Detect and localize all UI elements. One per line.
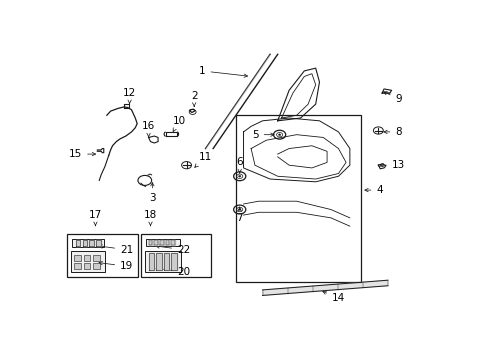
Text: 14: 14 [323, 291, 345, 303]
Text: 22: 22 [156, 245, 190, 255]
Polygon shape [89, 240, 94, 246]
Text: 7: 7 [236, 207, 243, 223]
Text: 10: 10 [172, 116, 186, 131]
Bar [84, 255, 91, 261]
Polygon shape [148, 253, 154, 270]
Bar [146, 239, 180, 246]
Text: 20: 20 [156, 267, 190, 277]
Text: 8: 8 [384, 127, 402, 137]
Text: 9: 9 [384, 92, 402, 104]
Text: 3: 3 [149, 183, 156, 203]
Polygon shape [154, 240, 158, 245]
Text: 18: 18 [144, 210, 157, 226]
Bar [74, 263, 81, 269]
Bar [74, 255, 81, 261]
Text: 4: 4 [365, 185, 383, 195]
Bar [84, 263, 91, 269]
Polygon shape [82, 240, 87, 246]
Text: 5: 5 [252, 130, 274, 140]
Polygon shape [172, 240, 175, 245]
Text: 19: 19 [99, 261, 133, 271]
Polygon shape [172, 253, 177, 270]
Bar [145, 251, 181, 272]
Bar [67, 234, 138, 278]
Bar [72, 239, 104, 247]
Bar [141, 234, 211, 278]
Polygon shape [160, 240, 164, 245]
Polygon shape [164, 253, 169, 270]
Text: 21: 21 [99, 245, 133, 255]
Text: 17: 17 [89, 210, 102, 226]
Bar [93, 263, 100, 269]
Text: 15: 15 [69, 149, 96, 159]
Circle shape [278, 134, 281, 135]
Text: 12: 12 [123, 88, 136, 104]
Polygon shape [148, 240, 152, 245]
Bar [71, 251, 105, 272]
Bar [93, 255, 100, 261]
Bar [236, 115, 361, 282]
Text: 2: 2 [191, 91, 197, 107]
Text: 16: 16 [142, 121, 155, 137]
Text: 13: 13 [380, 160, 405, 170]
Text: 6: 6 [236, 157, 243, 173]
Polygon shape [166, 240, 170, 245]
Polygon shape [263, 280, 388, 296]
Circle shape [239, 175, 241, 177]
Polygon shape [75, 240, 80, 246]
Text: 1: 1 [199, 66, 247, 77]
Polygon shape [156, 253, 162, 270]
Text: 11: 11 [195, 152, 212, 167]
Polygon shape [96, 240, 101, 246]
Circle shape [239, 209, 241, 210]
